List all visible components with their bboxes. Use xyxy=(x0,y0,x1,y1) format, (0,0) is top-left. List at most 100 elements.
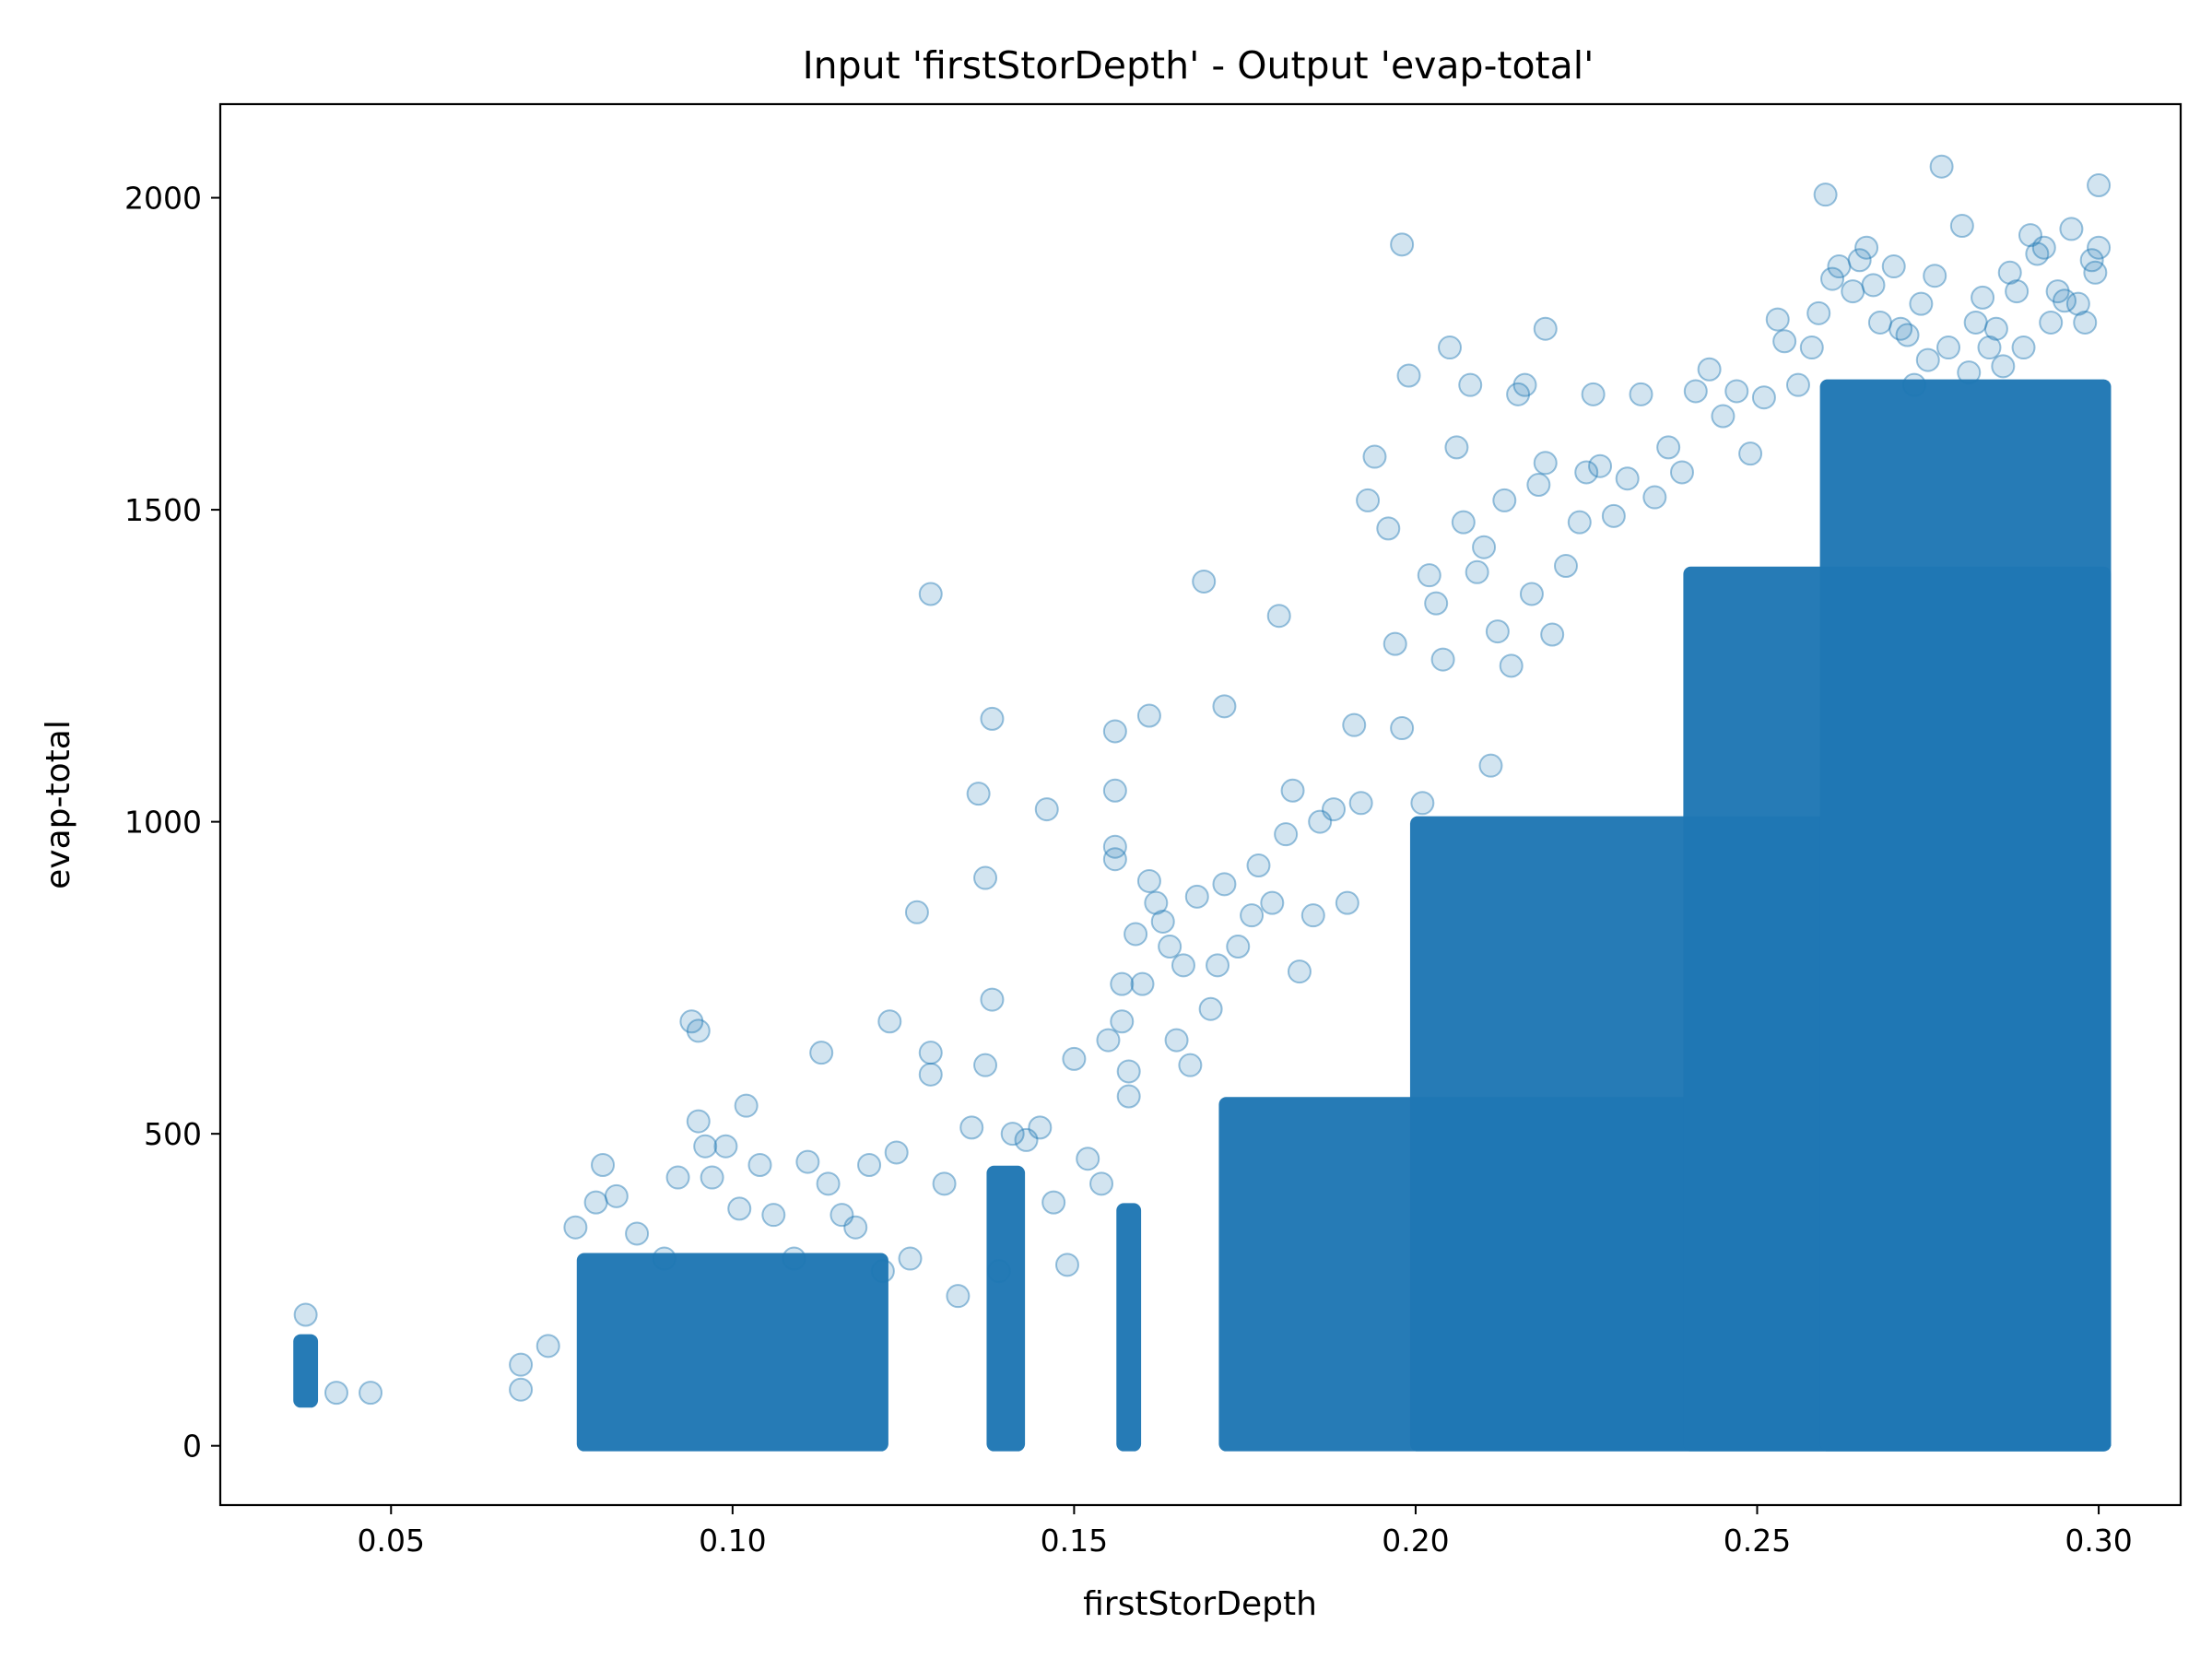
point-77 xyxy=(1200,998,1222,1020)
point-141 xyxy=(1773,330,1795,352)
point-117 xyxy=(1514,374,1536,396)
point-9 xyxy=(606,1185,628,1207)
point-139 xyxy=(1753,386,1775,408)
point-155 xyxy=(1897,324,1919,347)
point-99 xyxy=(1391,233,1413,255)
dense-region-3 xyxy=(1116,1203,1141,1451)
point-98 xyxy=(1384,633,1406,655)
point-152 xyxy=(1869,312,1891,334)
point-57 xyxy=(1104,720,1126,742)
point-56 xyxy=(1097,1030,1119,1052)
point-78 xyxy=(1206,954,1229,976)
point-19 xyxy=(728,1197,750,1219)
point-109 xyxy=(1459,374,1481,396)
point-11 xyxy=(653,1248,676,1270)
point-129 xyxy=(1617,467,1639,489)
point-82 xyxy=(1241,904,1263,926)
y-axis-label: evap-total xyxy=(40,720,77,889)
point-132 xyxy=(1657,436,1679,458)
point-38 xyxy=(934,1172,956,1194)
point-147 xyxy=(1828,255,1850,277)
point-110 xyxy=(1466,561,1488,583)
point-101 xyxy=(1398,365,1420,387)
point-87 xyxy=(1282,780,1304,802)
point-40 xyxy=(960,1116,982,1138)
point-42 xyxy=(974,867,996,889)
point-94 xyxy=(1350,792,1372,814)
point-30 xyxy=(872,1260,894,1282)
point-121 xyxy=(1535,452,1557,474)
point-142 xyxy=(1787,374,1809,396)
point-138 xyxy=(1739,442,1761,465)
point-174 xyxy=(2033,237,2055,259)
point-163 xyxy=(1958,361,1980,383)
point-45 xyxy=(981,989,1003,1011)
point-127 xyxy=(1589,455,1611,477)
point-178 xyxy=(2060,218,2082,240)
point-61 xyxy=(1111,973,1133,995)
point-157 xyxy=(1910,293,1932,315)
x-tick-label: 0.30 xyxy=(2065,1523,2132,1559)
point-75 xyxy=(1186,886,1208,908)
x-tick-label: 0.05 xyxy=(358,1523,425,1559)
point-108 xyxy=(1453,512,1475,534)
dense-region-1 xyxy=(577,1253,888,1452)
point-150 xyxy=(1855,237,1877,259)
point-153 xyxy=(1883,255,1905,277)
point-107 xyxy=(1445,436,1467,458)
point-60 xyxy=(1104,848,1126,870)
point-15 xyxy=(688,1111,710,1133)
point-18 xyxy=(714,1135,736,1158)
point-46 xyxy=(988,1260,1010,1282)
point-36 xyxy=(920,1064,942,1086)
x-tick-label: 0.20 xyxy=(1382,1523,1449,1559)
point-72 xyxy=(1166,1030,1188,1052)
point-100 xyxy=(1391,717,1413,739)
point-74 xyxy=(1179,1054,1201,1077)
point-41 xyxy=(968,782,990,805)
point-165 xyxy=(1971,287,1994,309)
point-88 xyxy=(1288,960,1311,982)
point-136 xyxy=(1712,406,1734,428)
point-156 xyxy=(1903,374,1925,396)
point-92 xyxy=(1336,892,1359,914)
y-tick-label: 2000 xyxy=(124,181,202,217)
point-85 xyxy=(1268,605,1290,627)
point-162 xyxy=(1951,215,1973,237)
point-111 xyxy=(1473,536,1495,559)
point-21 xyxy=(748,1154,771,1176)
point-91 xyxy=(1323,798,1345,820)
point-184 xyxy=(2088,237,2110,259)
point-135 xyxy=(1699,359,1721,381)
point-130 xyxy=(1630,383,1653,406)
point-105 xyxy=(1432,649,1454,671)
point-86 xyxy=(1275,823,1297,845)
point-51 xyxy=(1042,1192,1065,1214)
dense-region-7 xyxy=(1820,380,2112,1452)
point-134 xyxy=(1685,380,1707,402)
point-58 xyxy=(1104,780,1126,802)
dense-region-2 xyxy=(986,1166,1025,1452)
y-tick-label: 1000 xyxy=(124,805,202,841)
point-70 xyxy=(1152,911,1174,933)
point-114 xyxy=(1493,489,1515,512)
point-24 xyxy=(796,1151,818,1173)
point-120 xyxy=(1535,318,1557,340)
point-71 xyxy=(1159,935,1181,958)
point-81 xyxy=(1227,935,1249,958)
point-89 xyxy=(1302,904,1324,926)
point-4 xyxy=(510,1354,532,1376)
point-29 xyxy=(858,1154,880,1176)
point-84 xyxy=(1261,892,1283,914)
x-axis-label: firstStorDepth xyxy=(1083,1585,1317,1623)
point-102 xyxy=(1411,792,1433,814)
point-49 xyxy=(1029,1116,1051,1138)
point-2 xyxy=(359,1382,382,1404)
point-148 xyxy=(1841,280,1864,302)
point-66 xyxy=(1132,973,1154,995)
point-67 xyxy=(1138,705,1160,727)
point-131 xyxy=(1643,487,1665,509)
point-31 xyxy=(878,1010,900,1032)
point-112 xyxy=(1479,755,1501,777)
